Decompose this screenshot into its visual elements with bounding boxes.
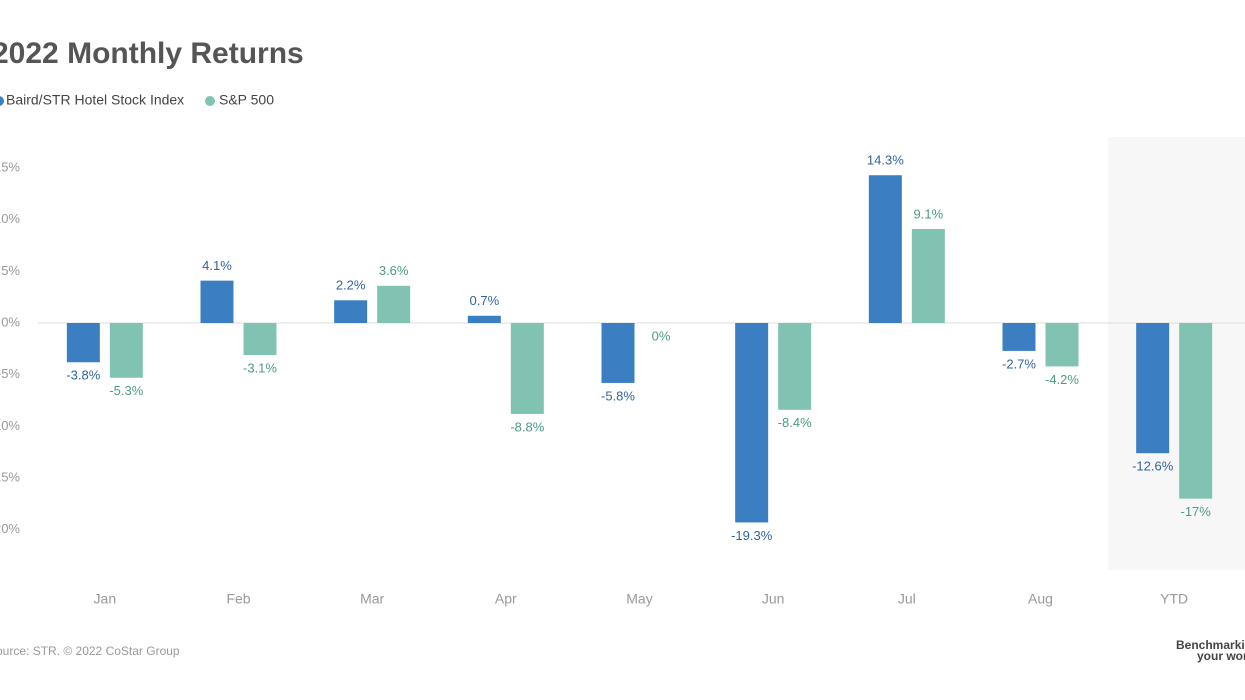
bar: [868, 175, 902, 323]
value-label: -19.3%: [731, 528, 773, 543]
x-tick-label: Jun: [762, 591, 785, 607]
value-label: -8.8%: [510, 419, 544, 434]
legend-swatch: [205, 96, 215, 106]
legend-label: Baird/STR Hotel Stock Index: [6, 92, 184, 108]
source: Source: STR. © 2022 CoStar Group: [0, 644, 180, 658]
value-label: -3.1%: [243, 360, 277, 375]
value-label: -8.4%: [778, 415, 812, 430]
value-label: 4.1%: [202, 258, 232, 273]
value-label: 0%: [652, 328, 671, 343]
bar: [735, 323, 769, 523]
value-label: -4.2%: [1045, 372, 1079, 387]
y-tick-label: -15%: [0, 469, 20, 484]
bar: [243, 323, 277, 356]
logo: your world: [1197, 649, 1245, 663]
x-tick-label: Apr: [495, 591, 517, 607]
value-label: 9.1%: [914, 206, 944, 221]
x-tick-label: Jul: [898, 591, 916, 607]
x-tick-label: Mar: [360, 591, 384, 607]
x-tick-label: Jan: [94, 591, 117, 607]
bar: [601, 323, 635, 383]
bar: [911, 228, 945, 323]
legend-label: S&P 500: [219, 92, 274, 108]
bar: [1179, 323, 1213, 499]
value-label: 14.3%: [867, 153, 904, 168]
y-tick-label: -10%: [0, 418, 20, 433]
bar: [109, 323, 143, 378]
value-label: -2.7%: [1002, 356, 1036, 371]
x-tick-label: Feb: [226, 591, 250, 607]
bar: [1136, 323, 1170, 454]
bar: [778, 323, 812, 410]
bar: [200, 280, 234, 323]
value-label: 2.2%: [336, 278, 366, 293]
bar: [467, 315, 501, 323]
y-tick-label: 10%: [0, 211, 20, 226]
value-label: 3.6%: [379, 263, 409, 278]
x-tick-label: YTD: [1160, 591, 1188, 607]
bar: [510, 323, 544, 414]
y-tick-label: 5%: [1, 263, 20, 278]
y-tick-label: -20%: [0, 521, 20, 536]
y-tick-label: 0%: [1, 314, 20, 329]
legend-swatch: [0, 96, 4, 106]
value-label: 0.7%: [470, 293, 500, 308]
value-label: -5.3%: [109, 383, 143, 398]
y-tick-label: -5%: [0, 366, 20, 381]
logo: Benchmarking: [1176, 638, 1245, 652]
bar: [1002, 323, 1036, 351]
value-label: -17%: [1180, 504, 1211, 519]
bar: [377, 285, 411, 323]
bar: [66, 323, 100, 363]
x-tick-label: May: [626, 591, 652, 607]
bar: [1045, 323, 1079, 367]
y-tick-label: 15%: [0, 159, 20, 174]
chart-title: 2022 Monthly Returns: [0, 37, 304, 70]
value-label: -3.8%: [66, 368, 100, 383]
x-tick-label: Aug: [1028, 591, 1053, 607]
value-label: -5.8%: [601, 388, 635, 403]
ytd-highlight: [1108, 137, 1245, 570]
bar: [334, 300, 368, 323]
value-label: -12.6%: [1132, 459, 1174, 474]
